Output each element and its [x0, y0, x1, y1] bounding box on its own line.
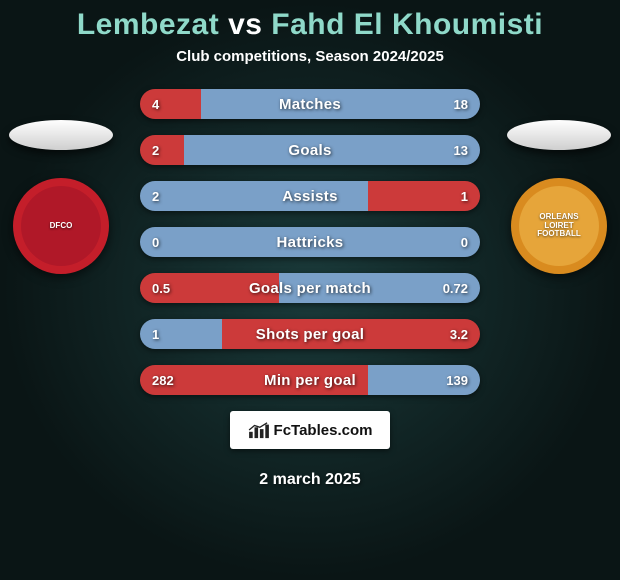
right-crest-label: ORLEANS LOIRET FOOTBALL: [537, 213, 581, 239]
title-player2: Fahd El Khoumisti: [271, 8, 543, 41]
left-crest: DFCO: [13, 178, 109, 274]
stat-label: Matches: [140, 89, 480, 119]
left-crest-label: DFCO: [50, 222, 73, 231]
right-ellipse: [507, 120, 611, 150]
stat-row: 00Hattricks: [140, 227, 480, 257]
stat-row: 21Assists: [140, 181, 480, 211]
stat-label: Goals per match: [140, 273, 480, 303]
brand-text: FcTables.com: [274, 422, 373, 439]
stat-row: 13.2Shots per goal: [140, 319, 480, 349]
chart-icon: [248, 421, 270, 439]
left-side: DFCO: [6, 120, 116, 274]
stat-label: Goals: [140, 135, 480, 165]
title-vs: vs: [228, 8, 262, 41]
right-side: ORLEANS LOIRET FOOTBALL: [504, 120, 614, 274]
brand-box: FcTables.com: [230, 411, 390, 449]
stat-label: Min per goal: [140, 365, 480, 395]
stat-row: 0.50.72Goals per match: [140, 273, 480, 303]
left-ellipse: [9, 120, 113, 150]
right-crest: ORLEANS LOIRET FOOTBALL: [511, 178, 607, 274]
page-title: Lembezat vs Fahd El Khoumisti: [0, 8, 620, 42]
date: 2 march 2025: [0, 471, 620, 489]
content: Lembezat vs Fahd El Khoumisti Club compe…: [0, 0, 620, 580]
title-player1: Lembezat: [77, 8, 219, 41]
stat-label: Hattricks: [140, 227, 480, 257]
stat-row: 282139Min per goal: [140, 365, 480, 395]
stat-row: 418Matches: [140, 89, 480, 119]
stat-row: 213Goals: [140, 135, 480, 165]
stat-bars: 418Matches 213Goals 21Assists 00Hattricks 0.…: [140, 89, 480, 395]
stat-label: Shots per goal: [140, 319, 480, 349]
subtitle: Club competitions, Season 2024/2025: [0, 48, 620, 65]
stat-label: Assists: [140, 181, 480, 211]
